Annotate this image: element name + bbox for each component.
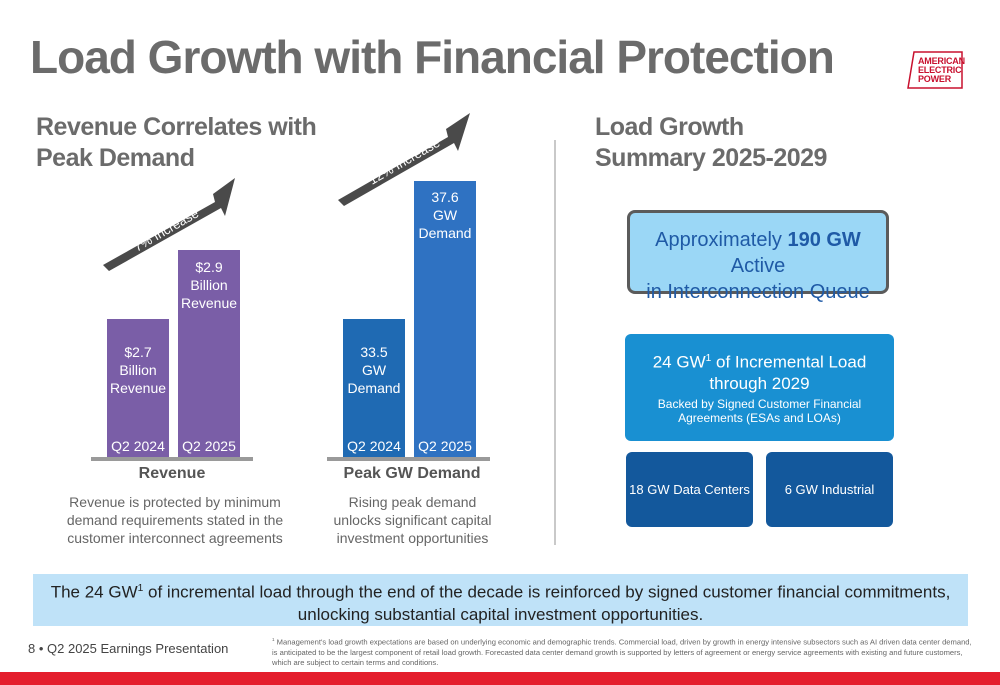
revenue-increase-arrow-icon: 7% Increase	[103, 178, 235, 271]
footnote: 1 Management's load growth expectations …	[272, 637, 972, 667]
left-section-heading: Revenue Correlates with Peak Demand	[36, 113, 317, 172]
interconnection-queue-box: Approximately 190 GW Active in Interconn…	[627, 210, 889, 303]
peak-description: Rising peak demand unlocks significant c…	[333, 494, 492, 546]
section-divider	[554, 140, 556, 545]
revenue-bar-q2-2025: $2.9 Billion Revenue Q2 2025	[178, 250, 240, 457]
bar-period-label: Q2 2025	[182, 438, 236, 454]
peak-increase-arrow-icon: 12% Increase	[338, 113, 470, 206]
peak-label: Peak GW Demand	[343, 465, 481, 482]
bar-period-label: Q2 2024	[347, 438, 401, 454]
revenue-baseline	[91, 457, 253, 461]
revenue-label: Revenue	[138, 465, 206, 482]
page-title: Load Growth with Financial Protection	[30, 31, 835, 83]
right-section-heading: Load Growth Summary 2025-2029	[595, 113, 827, 172]
summary-banner: The 24 GW1 of incremental load through t…	[33, 574, 968, 626]
peak-baseline	[327, 457, 490, 461]
bottom-accent-bar	[0, 672, 1000, 685]
revenue-arrow-label: 7% Increase	[131, 205, 201, 254]
bar-period-label: Q2 2024	[111, 438, 165, 454]
peak-arrow-label: 12% Increase	[366, 135, 442, 188]
bar-period-label: Q2 2025	[418, 438, 472, 454]
peak-bar-q2-2024: 33.5 GW Demand Q2 2024	[343, 319, 405, 457]
peak-bar-q2-2025: 37.6 GW Demand Q2 2025	[414, 181, 476, 457]
incremental-load-box: 24 GW1 of Incremental Load through 2029 …	[625, 334, 894, 441]
page-footer: 8 • Q2 2025 Earnings Presentation	[28, 641, 229, 656]
logo-mark-icon	[907, 51, 963, 89]
revenue-bar-q2-2024: $2.7 Billion Revenue Q2 2024	[107, 319, 169, 457]
revenue-description: Revenue is protected by minimum demand r…	[66, 494, 284, 546]
data-centers-box: 18 GW Data Centers	[626, 452, 753, 527]
industrial-box: 6 GW Industrial	[766, 452, 893, 527]
aep-logo: AMERICAN ELECTRIC POWER	[902, 50, 972, 92]
